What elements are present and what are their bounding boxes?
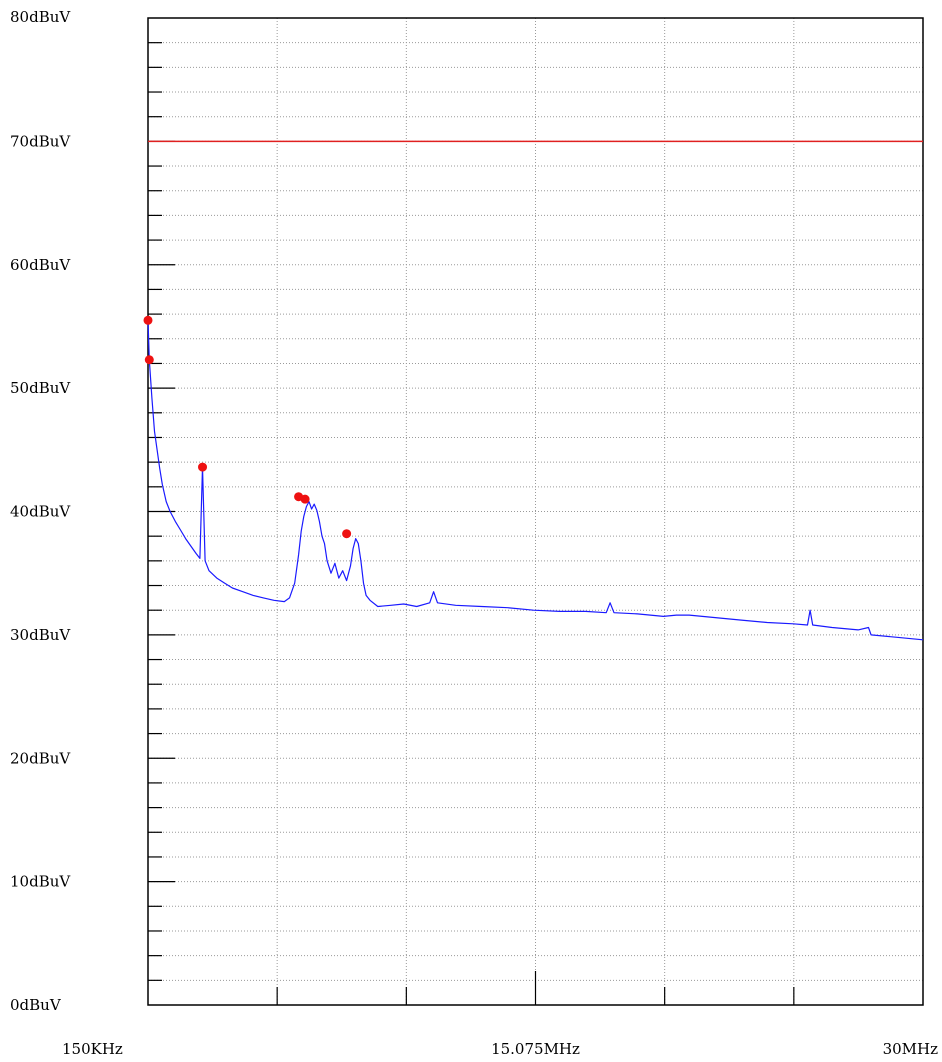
y-tick-label: 70dBuV	[10, 132, 71, 150]
marker-layer	[143, 315, 352, 539]
x-tick-label: 15.075MHz	[491, 1040, 580, 1058]
series-layer	[147, 320, 924, 641]
y-tick-label: 60dBuV	[10, 256, 71, 274]
label-layer: 0dBuV 10dBuV 20dBuV 30dBuV 40dBuV 50dBuV 60dBu…	[10, 8, 938, 1058]
axis-layer	[147, 17, 924, 1006]
peak-marker	[143, 315, 153, 325]
peak-marker	[144, 355, 154, 365]
y-tick-label: 10dBuV	[10, 873, 71, 891]
plot-frame	[147, 17, 924, 1006]
y-minor-ticks	[148, 42, 795, 1005]
peak-marker	[342, 529, 352, 539]
x-tick-label: 30MHz	[883, 1040, 939, 1058]
peak-marker	[300, 494, 310, 504]
y-tick-label: 40dBuV	[10, 503, 71, 521]
y-tick-label: 30dBuV	[10, 626, 71, 644]
y-tick-label: 0dBuV	[10, 996, 62, 1014]
series-line	[147, 320, 924, 641]
grid-layer	[148, 18, 923, 1005]
y-tick-label: 20dBuV	[10, 749, 71, 767]
y-tick-label: 50dBuV	[10, 379, 71, 397]
x-tick-label: 150KHz	[62, 1040, 123, 1058]
y-tick-label: 80dBuV	[10, 8, 71, 26]
peak-marker	[198, 462, 208, 472]
